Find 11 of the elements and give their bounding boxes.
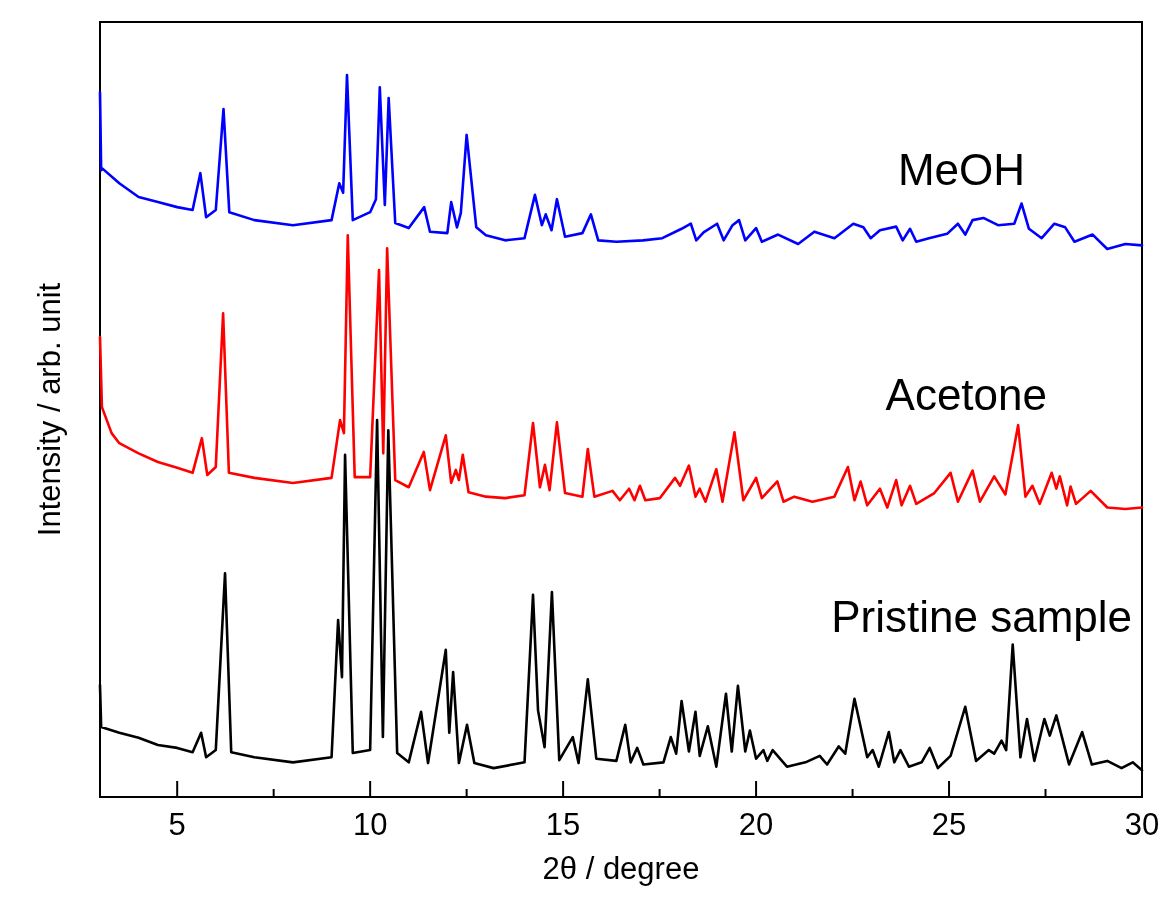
x-tick-label: 30 [1124, 807, 1160, 842]
series-label: Acetone [885, 370, 1047, 419]
x-tick-label: 15 [545, 807, 581, 842]
x-axis-title: 2θ / degree [542, 851, 700, 886]
y-axis-title: Intensity / arb. unit [32, 282, 67, 537]
x-tick-label: 25 [931, 807, 967, 842]
series-label: Pristine sample [831, 592, 1132, 641]
x-tick-label: 20 [738, 807, 774, 842]
x-tick-label: 10 [352, 807, 388, 842]
series-label: MeOH [897, 145, 1025, 194]
x-tick-label: 5 [168, 807, 186, 842]
